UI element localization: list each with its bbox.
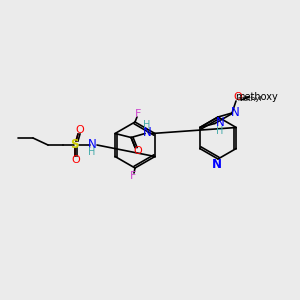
Text: H: H [143,121,151,130]
Text: methyl: methyl [238,96,262,102]
Text: methoxy: methoxy [236,92,278,102]
Text: O: O [234,92,242,102]
Text: N: N [143,126,152,139]
Text: N: N [215,116,224,129]
Text: N: N [88,139,96,152]
Text: H: H [216,125,224,136]
Text: O: O [72,155,80,165]
Text: F: F [130,171,136,181]
Text: N: N [212,158,222,172]
Text: F: F [135,109,141,119]
Text: S: S [70,139,78,152]
Text: N: N [230,106,239,119]
Text: O: O [134,146,142,155]
Text: H: H [88,147,96,157]
Text: O: O [76,125,84,135]
